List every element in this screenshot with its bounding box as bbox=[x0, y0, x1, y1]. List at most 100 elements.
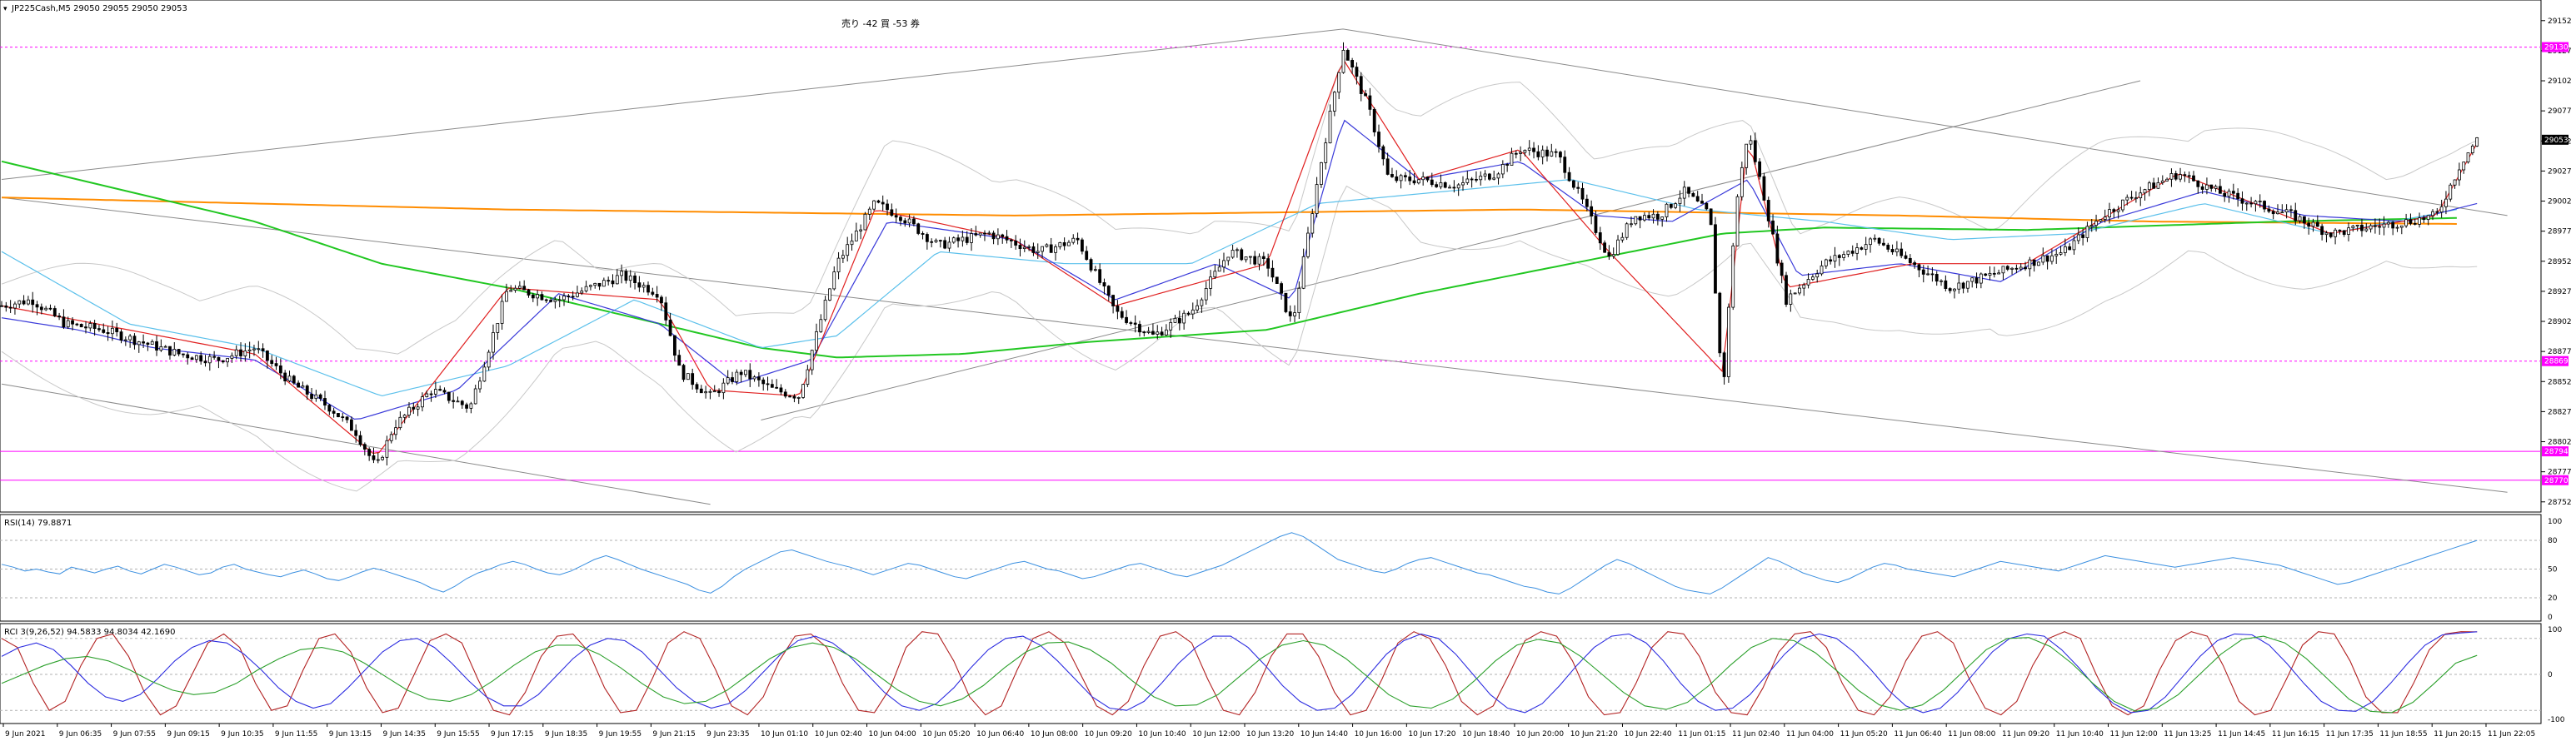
candle-body bbox=[17, 300, 22, 305]
candle-body bbox=[2475, 137, 2479, 147]
candle-body bbox=[433, 389, 437, 395]
candle-body bbox=[1771, 220, 1775, 235]
candle-body bbox=[593, 282, 597, 286]
candle-body bbox=[1886, 244, 1890, 250]
candle-body bbox=[1022, 246, 1026, 250]
candle-body bbox=[673, 335, 676, 356]
candle-body bbox=[731, 377, 734, 382]
candle-body bbox=[1855, 247, 1859, 254]
candle-body bbox=[668, 319, 672, 336]
candle-body bbox=[1527, 147, 1531, 151]
candle-body bbox=[2116, 209, 2120, 212]
candle-body bbox=[243, 351, 247, 356]
candle-body bbox=[970, 233, 973, 243]
candle-body bbox=[92, 323, 97, 330]
price-level-label: 28794 bbox=[2544, 448, 2569, 456]
candle-body bbox=[1116, 306, 1120, 312]
candle-body bbox=[1500, 164, 1505, 175]
candle-body bbox=[1156, 331, 1160, 335]
trend-line-lower-channel bbox=[1, 383, 711, 505]
candle-body bbox=[1244, 256, 1248, 261]
candle-body bbox=[2218, 186, 2222, 194]
candle-body bbox=[1682, 186, 1686, 199]
candle-body bbox=[2453, 179, 2457, 186]
candle-body bbox=[1359, 76, 1363, 94]
candle-body bbox=[1727, 306, 1730, 377]
candle-body bbox=[2334, 229, 2337, 237]
x-tick-label: 11 Jun 01:15 bbox=[1678, 730, 1725, 739]
candle-body bbox=[1142, 331, 1146, 334]
candle-body bbox=[1798, 287, 1801, 294]
candle-body bbox=[2320, 226, 2324, 236]
candle-body bbox=[1745, 143, 1749, 168]
candle-body bbox=[2409, 219, 2413, 224]
candle-body bbox=[1984, 273, 1988, 276]
candle-body bbox=[2449, 184, 2453, 200]
candle-body bbox=[1236, 249, 1239, 251]
candle-body bbox=[1550, 151, 1554, 157]
candle-body bbox=[1974, 277, 1979, 284]
x-tick-label: 9 Jun 19:55 bbox=[599, 730, 642, 739]
candle-body bbox=[407, 406, 411, 415]
candle-body bbox=[2179, 174, 2182, 180]
candle-body bbox=[2099, 219, 2103, 222]
symbol-header: JP225Cash,M5 29050 29055 29050 29053 bbox=[11, 4, 187, 13]
candle-body bbox=[965, 236, 969, 243]
x-tick-label: 11 Jun 12:00 bbox=[2110, 730, 2158, 739]
candle-body bbox=[416, 406, 420, 410]
candle-body bbox=[452, 400, 456, 402]
candle-body bbox=[1324, 142, 1328, 163]
candle-body bbox=[1944, 280, 1948, 289]
candle-body bbox=[1439, 182, 1443, 187]
candle-body bbox=[2169, 173, 2174, 180]
y-tick-label: 28827 bbox=[2548, 408, 2572, 416]
x-tick-label: 11 Jun 14:45 bbox=[2218, 730, 2265, 739]
candle-body bbox=[402, 415, 407, 418]
ma-line bbox=[1, 160, 2457, 359]
candle-body bbox=[2019, 266, 2023, 270]
x-tick-label: 10 Jun 05:20 bbox=[922, 730, 970, 739]
candle-body bbox=[469, 403, 473, 409]
candle-body bbox=[1758, 161, 1762, 177]
candle-body bbox=[358, 435, 362, 445]
candle-body bbox=[779, 387, 783, 393]
candle-body bbox=[951, 237, 956, 243]
candle-body bbox=[1452, 186, 1456, 189]
candle-body bbox=[1102, 282, 1106, 287]
candle-body bbox=[1563, 157, 1567, 173]
candle-body bbox=[660, 296, 663, 304]
candle-body bbox=[367, 449, 372, 456]
rci-title: RCI 3(9,26,52) 94.5833 94.8034 42.1690 bbox=[4, 628, 176, 637]
candle-body bbox=[398, 416, 402, 429]
candle-body bbox=[421, 396, 424, 408]
candle-body bbox=[1709, 208, 1713, 226]
candle-body bbox=[106, 332, 110, 335]
candle-body bbox=[664, 302, 668, 321]
candle-body bbox=[266, 351, 269, 361]
candle-body bbox=[177, 349, 181, 355]
candle-body bbox=[381, 456, 385, 460]
candle-body bbox=[1815, 273, 1820, 278]
candle-body bbox=[429, 393, 433, 395]
candle-body bbox=[1129, 322, 1133, 324]
candle-body bbox=[557, 299, 562, 301]
candle-body bbox=[2134, 197, 2138, 200]
candle-body bbox=[726, 377, 730, 384]
candle-body bbox=[744, 370, 747, 375]
candle-body bbox=[562, 296, 566, 301]
ma-line bbox=[1, 196, 2457, 225]
candle-body bbox=[1111, 295, 1116, 306]
candle-body bbox=[71, 320, 74, 325]
bollinger-lower bbox=[1, 185, 2478, 492]
candle-body bbox=[385, 440, 389, 458]
collapse-triangle-icon[interactable]: ▾ bbox=[3, 5, 7, 13]
candle-body bbox=[841, 255, 845, 259]
candle-body bbox=[1297, 287, 1301, 313]
x-tick-label: 10 Jun 06:40 bbox=[976, 730, 1024, 739]
candle-body bbox=[983, 232, 986, 235]
candle-body bbox=[1630, 223, 1633, 226]
candle-body bbox=[310, 394, 313, 400]
candle-body bbox=[1456, 184, 1460, 189]
candle-body bbox=[2214, 186, 2218, 189]
candle-body bbox=[704, 391, 708, 394]
